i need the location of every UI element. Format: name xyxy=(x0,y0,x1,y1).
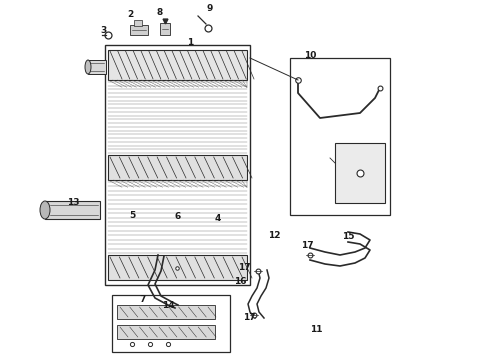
Text: 10: 10 xyxy=(304,50,316,59)
Bar xyxy=(108,255,247,280)
Ellipse shape xyxy=(85,60,91,74)
Bar xyxy=(290,58,390,215)
Bar xyxy=(108,50,247,80)
Text: 13: 13 xyxy=(67,198,79,207)
Bar xyxy=(134,20,142,26)
Text: 17: 17 xyxy=(301,240,313,249)
Bar xyxy=(105,45,250,285)
Bar xyxy=(117,325,215,339)
Text: 7: 7 xyxy=(140,296,146,305)
Text: 12: 12 xyxy=(268,230,280,239)
Text: 5: 5 xyxy=(129,211,135,220)
Text: 8: 8 xyxy=(157,8,163,17)
Ellipse shape xyxy=(40,201,50,219)
Bar xyxy=(335,143,385,203)
Bar xyxy=(117,305,215,319)
Text: 6: 6 xyxy=(175,212,181,220)
Text: 15: 15 xyxy=(342,231,354,240)
Bar xyxy=(108,155,247,180)
Text: 4: 4 xyxy=(215,213,221,222)
Text: 17: 17 xyxy=(243,314,255,323)
Text: 1: 1 xyxy=(187,37,193,46)
Text: 17: 17 xyxy=(238,262,250,271)
Bar xyxy=(130,25,148,35)
Text: 16: 16 xyxy=(234,278,246,287)
Text: 9: 9 xyxy=(207,4,213,13)
Bar xyxy=(45,201,100,219)
Text: 14: 14 xyxy=(162,301,174,310)
Text: 2: 2 xyxy=(127,9,133,18)
Bar xyxy=(112,295,230,352)
Bar xyxy=(88,60,106,74)
Text: 3: 3 xyxy=(100,26,106,35)
Bar xyxy=(160,23,170,35)
Text: 11: 11 xyxy=(310,325,322,334)
